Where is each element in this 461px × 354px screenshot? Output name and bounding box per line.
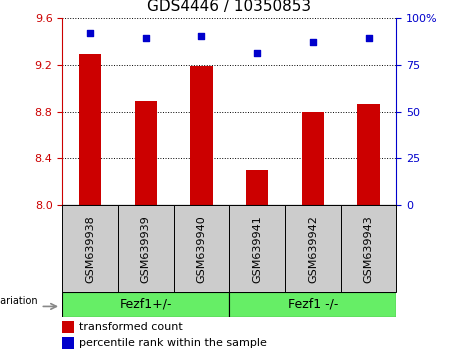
Point	[309, 39, 317, 45]
Text: Fezf1 -/-: Fezf1 -/-	[288, 298, 338, 311]
Bar	[341, 205, 396, 292]
Point	[365, 35, 372, 41]
Bar	[79, 54, 101, 205]
Text: GSM639938: GSM639938	[85, 215, 95, 282]
Bar	[229, 292, 396, 317]
Text: genotype/variation: genotype/variation	[0, 296, 39, 306]
Text: Fezf1+/-: Fezf1+/-	[119, 298, 172, 311]
Bar	[62, 205, 118, 292]
Point	[142, 35, 149, 41]
Text: transformed count: transformed count	[79, 322, 183, 332]
Point	[198, 34, 205, 39]
Bar	[118, 205, 174, 292]
Bar	[190, 66, 213, 205]
Text: percentile rank within the sample: percentile rank within the sample	[79, 338, 267, 348]
Bar	[246, 170, 268, 205]
Point	[254, 51, 261, 56]
Text: GSM639943: GSM639943	[364, 215, 373, 282]
Point	[86, 30, 94, 35]
Text: GSM639941: GSM639941	[252, 215, 262, 282]
Bar	[62, 292, 229, 317]
Text: GSM639939: GSM639939	[141, 215, 151, 282]
Bar	[357, 104, 380, 205]
Bar	[62, 321, 74, 333]
Bar	[174, 205, 229, 292]
Title: GDS4446 / 10350853: GDS4446 / 10350853	[147, 0, 312, 14]
Bar	[135, 101, 157, 205]
Text: GSM639942: GSM639942	[308, 215, 318, 282]
Bar	[62, 337, 74, 349]
Bar	[302, 112, 324, 205]
Text: GSM639940: GSM639940	[196, 215, 207, 282]
Bar	[285, 205, 341, 292]
Bar	[229, 205, 285, 292]
